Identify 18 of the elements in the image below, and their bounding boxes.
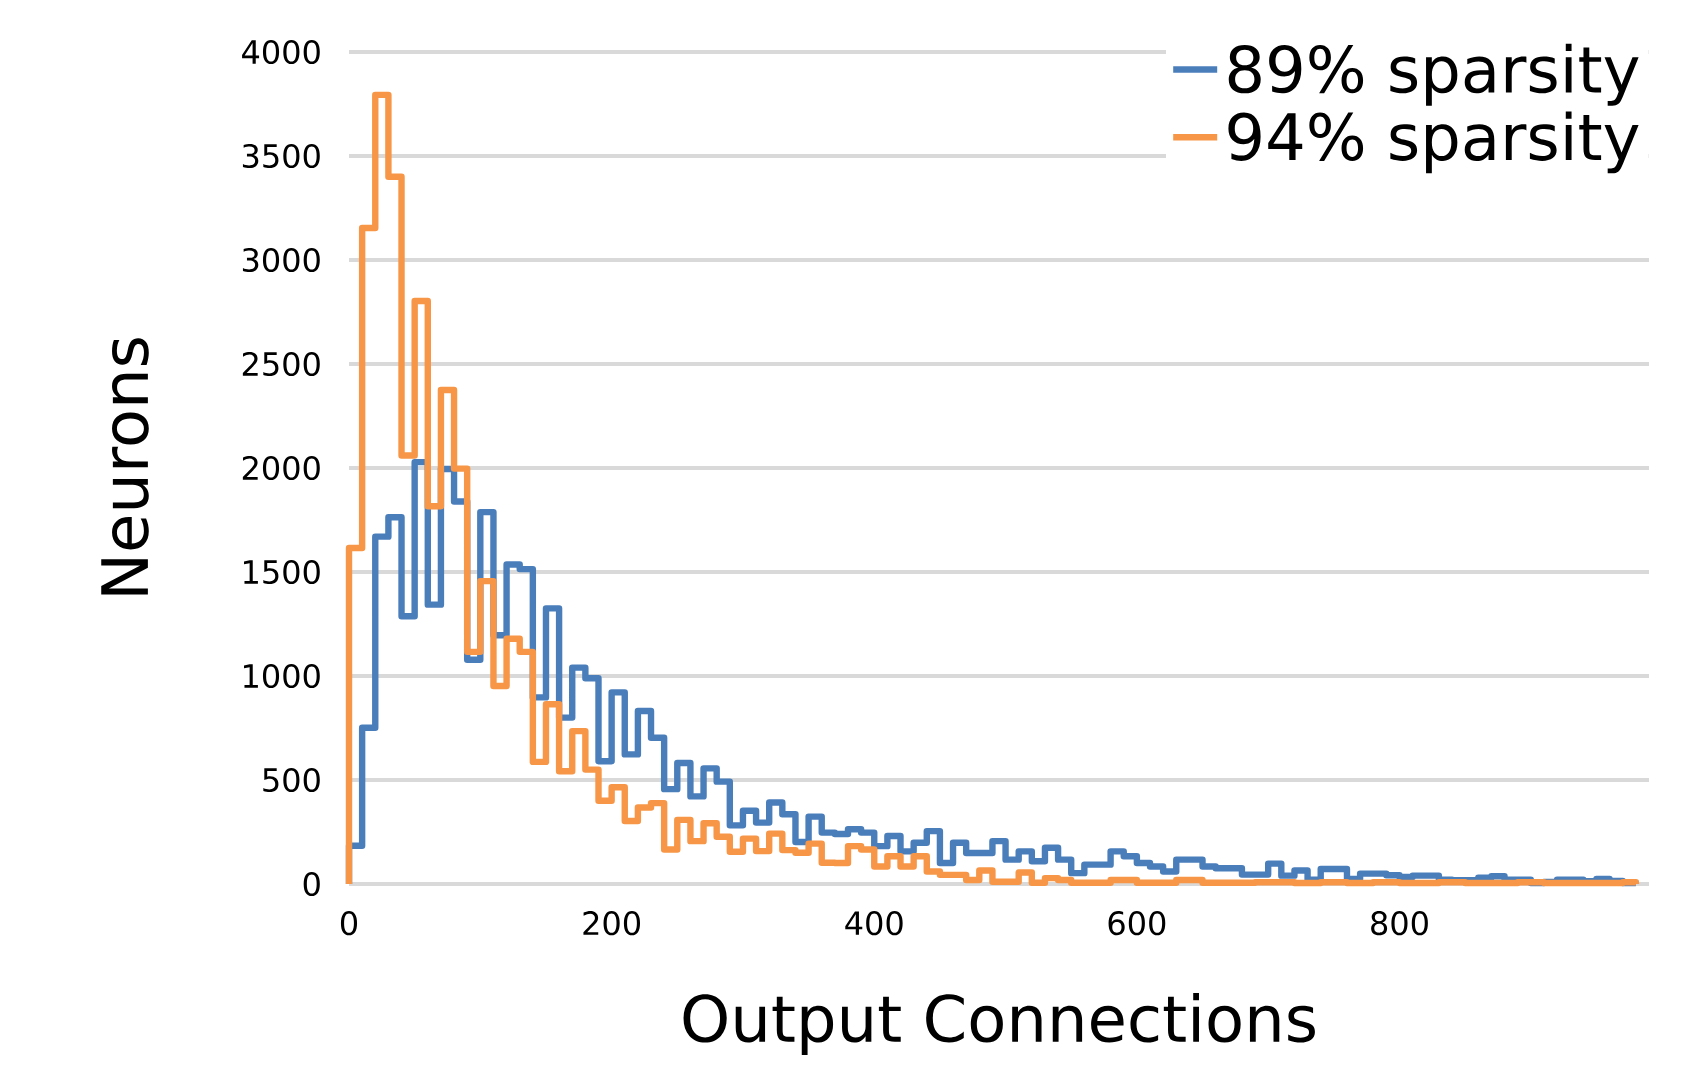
y-axis-title: Neurons bbox=[101, 338, 149, 595]
x-tick-label: 0 bbox=[340, 911, 358, 936]
y-tick-label: 1000 bbox=[244, 663, 320, 689]
legend-label: 89% sparsity bbox=[1228, 43, 1639, 106]
x-axis-title: Output Connections bbox=[683, 993, 1315, 1055]
y-tick-label: 0 bbox=[303, 871, 320, 897]
y-tick-label: 2500 bbox=[242, 351, 320, 377]
x-tick-label: 200 bbox=[583, 911, 641, 936]
y-tick-label: 4000 bbox=[242, 39, 320, 65]
y-tick-label: 1500 bbox=[244, 559, 320, 585]
x-tick-label: 600 bbox=[1108, 911, 1166, 936]
y-tick-label: 500 bbox=[263, 767, 320, 793]
x-tick-label: 800 bbox=[1371, 911, 1428, 936]
y-tick-label: 2000 bbox=[242, 455, 320, 481]
y-tick-label: 3500 bbox=[242, 143, 320, 169]
x-tick-label: 400 bbox=[845, 911, 903, 936]
y-tick-label: 3000 bbox=[242, 247, 320, 273]
legend-label: 94% sparsity bbox=[1228, 111, 1639, 174]
